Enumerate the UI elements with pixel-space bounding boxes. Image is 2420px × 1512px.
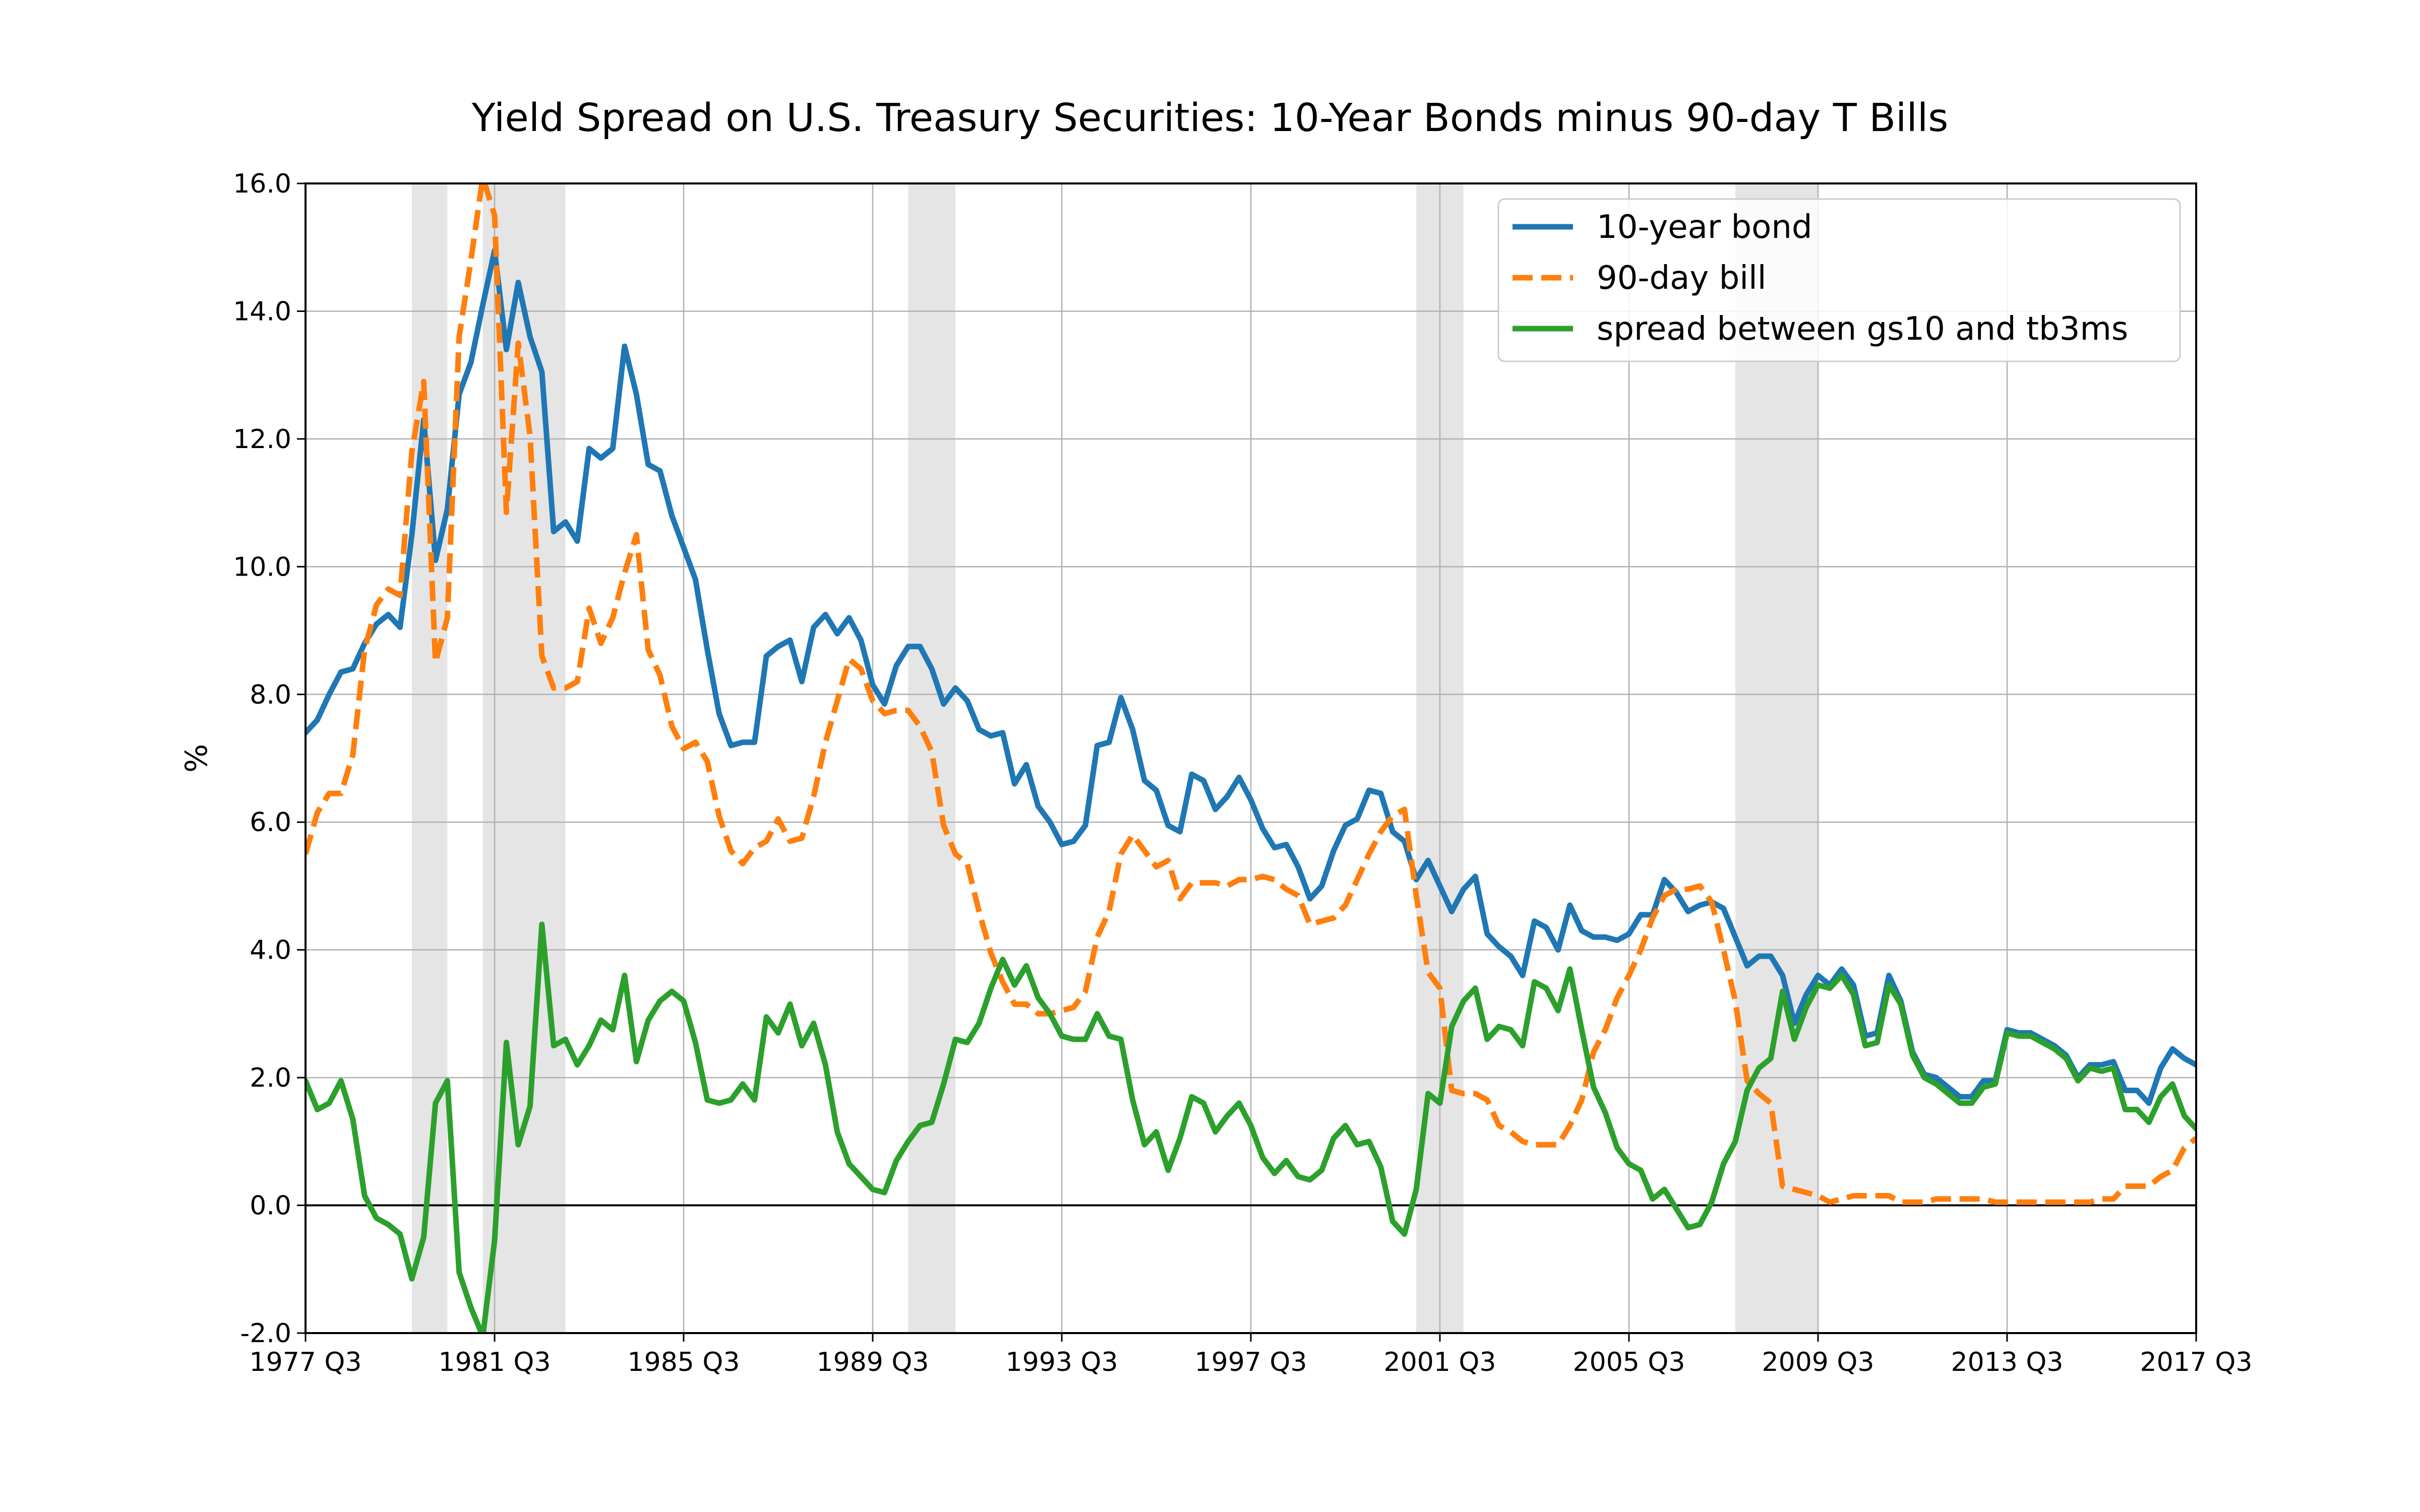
y-tick-label: 4.0	[250, 935, 291, 966]
y-tick-label: 0.0	[250, 1191, 291, 1221]
y-tick-label: 2.0	[250, 1063, 291, 1093]
x-tick-label: 1981 Q3	[439, 1347, 551, 1377]
series-line-2	[306, 183, 2196, 1205]
x-tick-label: 2009 Q3	[1762, 1347, 1874, 1377]
x-tick-label: 1989 Q3	[817, 1347, 929, 1377]
y-tick-label: 8.0	[250, 680, 291, 710]
y-tick-label: 6.0	[250, 807, 291, 838]
x-tick-label: 2005 Q3	[1573, 1347, 1685, 1377]
x-tick-label: 2017 Q3	[2140, 1347, 2253, 1377]
y-tick-label: 16.0	[233, 169, 291, 199]
axis-ticks: 1977 Q3 1981 Q3 1985 Q3 1989 Q3 1993 Q3 1997 …	[233, 169, 2252, 1377]
series-line-3	[306, 921, 2196, 1333]
legend-box	[1497, 198, 2181, 362]
legend-label-2: 90-day bill	[1597, 260, 1767, 297]
x-tick-label: 1977 Q3	[250, 1347, 362, 1377]
series-lines	[306, 183, 2196, 1333]
x-tick-label: 1997 Q3	[1195, 1347, 1307, 1377]
y-tick-label: 14.0	[233, 296, 291, 327]
legend-label-3: spread between gs10 and tb3ms	[1597, 310, 2128, 348]
y-axis-label: %	[179, 744, 214, 773]
recession-band	[908, 183, 956, 1333]
x-tick-label: 2001 Q3	[1384, 1347, 1496, 1377]
chart-title: Yield Spread on U.S. Treasury Securities…	[471, 96, 1949, 141]
y-tick-label: 12.0	[233, 424, 291, 455]
y-tick-label: 10.0	[233, 552, 291, 582]
legend-label-1: 10-year bond	[1597, 209, 1812, 246]
x-tick-label: 1993 Q3	[1006, 1347, 1118, 1377]
x-tick-label: 1985 Q3	[628, 1347, 740, 1377]
legend: 10-year bond 90-day bill spread between gs…	[1497, 198, 2181, 362]
x-tick-label: 2013 Q3	[1951, 1347, 2064, 1377]
y-tick-label: -2.0	[240, 1318, 291, 1349]
